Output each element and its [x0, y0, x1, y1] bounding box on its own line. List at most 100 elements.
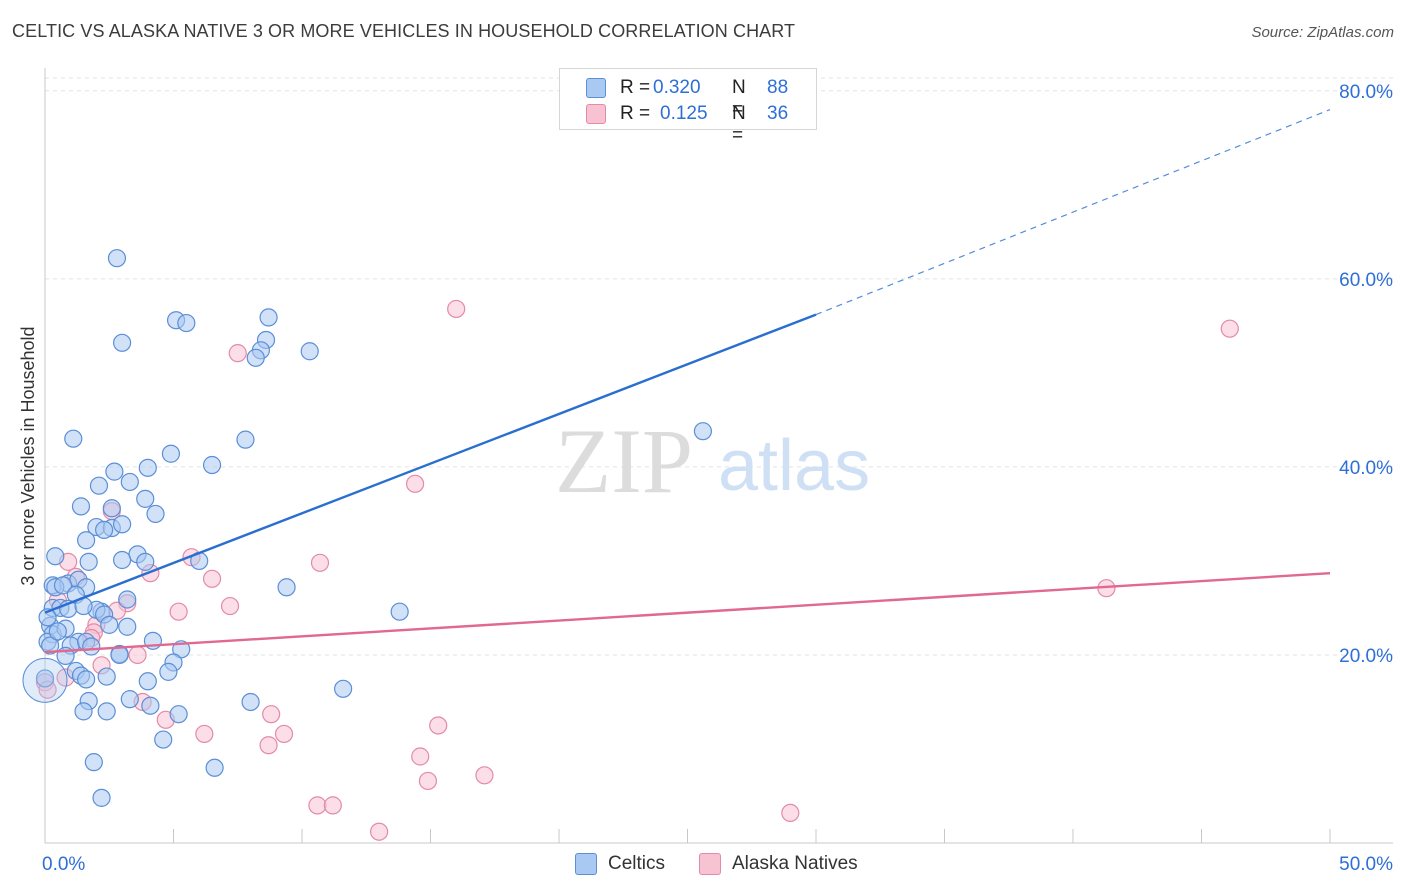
alaska-natives-point [259, 736, 278, 755]
alaska-natives-point [228, 344, 247, 363]
celtics-point [118, 617, 137, 636]
alaska-natives-point [475, 766, 494, 785]
celtics-point [82, 637, 101, 656]
alaska-natives-point [310, 553, 330, 572]
legend-r-label: R = [620, 103, 651, 124]
celtics-point [169, 705, 188, 724]
celtics-point [79, 552, 98, 571]
alaska-natives-point [274, 724, 294, 744]
watermark-zip: ZIP [555, 410, 693, 512]
celtics-legend-label: Celtics [608, 853, 666, 874]
celtics-point [154, 730, 173, 749]
legend-r-value: 0.320 [653, 77, 701, 98]
celtics-point [693, 422, 713, 441]
celtics-point [334, 679, 353, 698]
celtics-point [136, 552, 155, 571]
celtics-swatch [575, 853, 597, 875]
celtics-point [277, 578, 296, 597]
celtics-point [41, 636, 60, 655]
alaska-natives-point [418, 771, 438, 791]
x-tick-label: 50.0% [1339, 854, 1393, 875]
alaska-natives-point [781, 803, 800, 823]
alaska-natives-point [169, 602, 188, 621]
celtics-point [138, 672, 157, 691]
celtics-point [89, 476, 109, 495]
legend-n-value: 36 [767, 103, 789, 124]
correlation-legend: R = 0.320 N = 88 R = 0.125 N = 36 [559, 68, 817, 146]
celtics-point [77, 670, 96, 689]
celtics-point [300, 342, 319, 361]
celtics-point [120, 690, 139, 709]
alaska-swatch [699, 853, 721, 875]
celtics-point [161, 444, 181, 463]
alaska-natives-point [411, 747, 430, 766]
celtics-point-large [22, 657, 68, 703]
axis-labels: 20.0% 40.0% 60.0% 80.0% 0.0% 50.0% 3 or more V… [18, 82, 1393, 875]
celtics-point [112, 550, 132, 570]
grid-lines [45, 77, 1393, 656]
y-axis-title: 3 or more Vehicles in Household [18, 326, 38, 585]
chart-title: CELTIC VS ALASKA NATIVE 3 OR MORE VEHICL… [12, 21, 796, 41]
celtics-point [246, 348, 265, 367]
celtics-point [236, 430, 255, 449]
celtics-point [74, 702, 93, 721]
celtics-point [205, 758, 224, 777]
source-credit: Source: ZipAtlas.com [1251, 24, 1394, 41]
legend-r-value: 0.125 [660, 103, 708, 124]
alaska-natives-trend-line [44, 571, 1331, 654]
celtics-point [136, 489, 155, 508]
celtics-trend-line [44, 313, 817, 614]
celtics-point [112, 333, 132, 352]
alaska-natives-point [202, 569, 222, 588]
x-tick-label: 0.0% [42, 854, 85, 875]
celtics-point [177, 313, 196, 333]
y-tick-label: 80.0% [1339, 82, 1393, 103]
alaska-swatch [586, 104, 606, 124]
celtics-point [120, 472, 139, 492]
alaska-natives-point [405, 474, 425, 493]
celtics-point [46, 547, 65, 566]
alaska-legend-label: Alaska Natives [732, 853, 858, 874]
celtics-point [107, 249, 127, 268]
celtics-point [259, 308, 278, 327]
alaska-natives-point [1220, 319, 1239, 338]
celtics-point [102, 499, 121, 518]
celtics-point [202, 455, 222, 475]
celtics-point [390, 602, 409, 621]
celtics-swatch [586, 78, 606, 98]
legend-n-value: 88 [767, 77, 789, 98]
axes [44, 68, 1393, 844]
celtics-point [92, 788, 111, 807]
celtics-point [64, 429, 83, 448]
alaska-natives-point [447, 299, 466, 319]
alaska-natives-point [370, 822, 389, 841]
celtics-point [105, 462, 124, 481]
celtics-point [71, 497, 91, 516]
alaska-natives-point [323, 796, 342, 815]
y-tick-label: 40.0% [1339, 458, 1393, 479]
alaska-natives-point [195, 724, 214, 744]
celtics-point [38, 608, 57, 627]
celtics-point [97, 667, 116, 686]
alaska-natives-point [220, 596, 240, 616]
alaska-natives-point [128, 645, 147, 665]
alaska-natives-point [308, 796, 327, 815]
legend-n-label: N = [732, 103, 746, 146]
trend-lines [44, 109, 1331, 654]
celtics-point [97, 702, 116, 721]
y-tick-label: 20.0% [1339, 646, 1393, 667]
celtics-point [146, 504, 165, 524]
celtics-point [118, 590, 137, 609]
celtics-point [100, 615, 119, 634]
alaska-natives-point [262, 705, 281, 724]
celtics-point [53, 576, 73, 595]
celtics-point [138, 458, 157, 477]
celtics-point [48, 622, 67, 641]
celtics-point [112, 515, 132, 534]
celtics-point [95, 520, 114, 539]
celtics-point [241, 692, 260, 712]
legend-n-label: N = [732, 77, 746, 120]
watermark-atlas: atlas [718, 426, 870, 506]
celtics-point [77, 531, 96, 550]
